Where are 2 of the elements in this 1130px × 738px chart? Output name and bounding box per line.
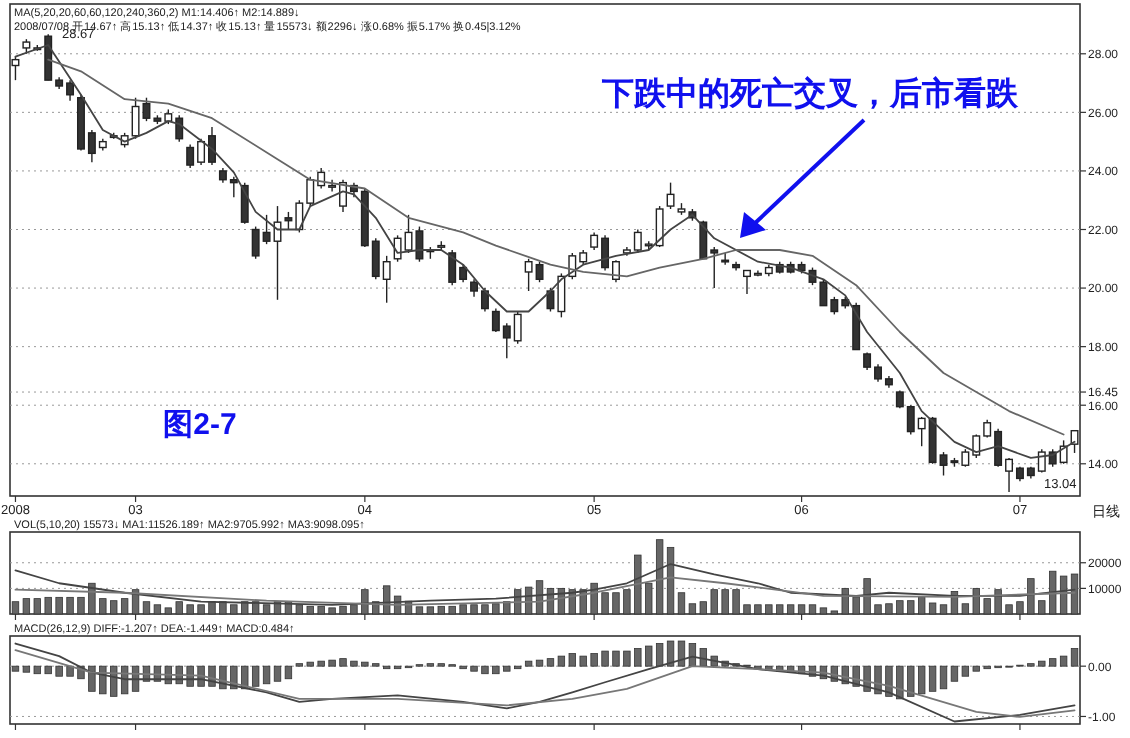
annotation: 下跌中的死亡交叉，后市看跌	[600, 74, 1020, 112]
annotation: 图2-7	[163, 408, 237, 442]
